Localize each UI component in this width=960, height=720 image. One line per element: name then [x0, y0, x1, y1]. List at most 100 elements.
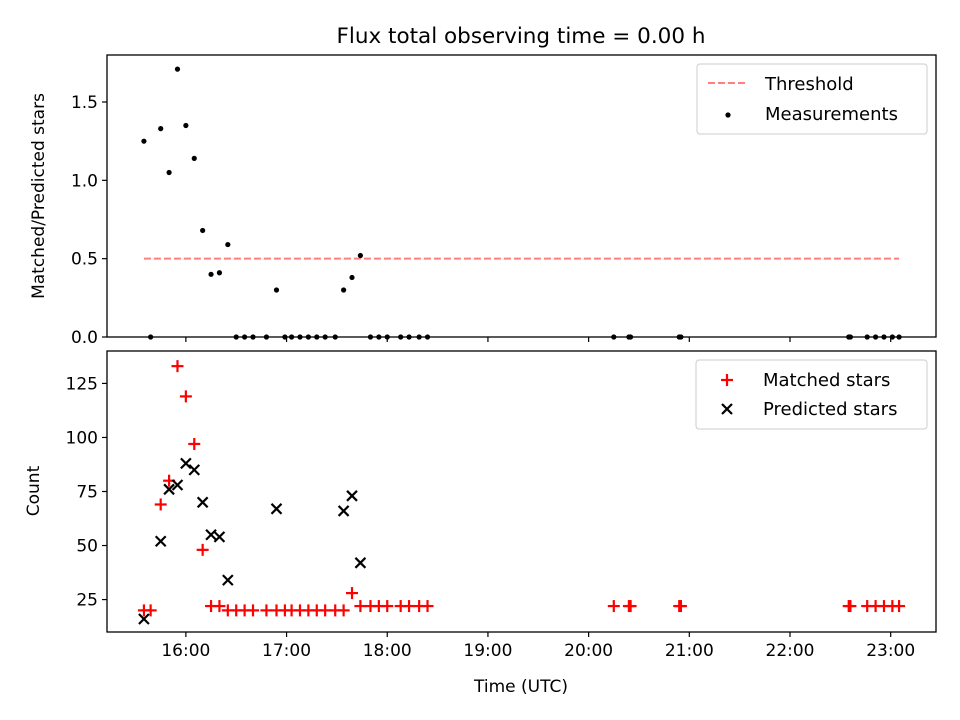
x-tick-label: 23:00 [866, 641, 915, 661]
count-x-ticks: 16:00 17:00 18:00 19:00 20:00 21:00 22:00 23:00 [161, 632, 915, 661]
predicted-star-point [270, 503, 283, 515]
legend-predicted-label: Predicted stars [763, 399, 897, 420]
matched-star-point [179, 390, 192, 403]
measurement-point [341, 287, 347, 293]
measurement-point [183, 122, 189, 129]
predicted-star-stroke-b [337, 505, 350, 517]
x-tick-label: 21:00 [665, 641, 714, 661]
measurement-point [191, 155, 197, 161]
count-subplot: 25 50 75 100 125 16:00 17:00 18:00 19:00 20:00 21… [24, 350, 937, 697]
ratio-y-axis-label: Matched/Predicted stars [29, 93, 49, 299]
matched-star-point [381, 600, 394, 613]
count-x-axis-label: Time (UTC) [473, 677, 568, 697]
x-tick-label: 19:00 [463, 641, 512, 661]
predicted-star-stroke-b [205, 528, 217, 541]
y-tick-label: 0.5 [71, 250, 98, 270]
matched-star-point [319, 604, 332, 617]
matched-star-point [171, 360, 184, 373]
legend-measurements-swatch [725, 112, 731, 118]
predicted-star-stroke-b [188, 464, 201, 476]
predicted-star-point [213, 531, 226, 543]
matched-star-point [144, 604, 157, 617]
matched-star-point [260, 604, 273, 617]
legend-predicted-swatch [721, 403, 733, 415]
predicted-star-stroke-b [270, 503, 283, 515]
matched-star-point [188, 437, 201, 450]
measurement-point [273, 287, 280, 293]
matched-star-point [337, 604, 350, 617]
ratio-subplot: 0.0 0.5 1.0 1.5 Matched/Predicted stars Thr… [29, 54, 937, 348]
y-tick-label: 100 [66, 428, 98, 448]
matched-star-point [624, 600, 637, 613]
predicted-star-point [154, 535, 167, 547]
matched-star-point [421, 600, 434, 613]
predicted-star-point [163, 483, 175, 496]
matched-star-point [154, 498, 167, 511]
predicted-star-stroke-b [354, 557, 367, 569]
ratio-y-ticks: 0.0 0.5 1.0 1.5 [71, 93, 107, 348]
matched-star-point [354, 600, 367, 613]
predicted-star-stroke-b [213, 531, 226, 543]
predicted-star-point [138, 613, 150, 625]
matched-star-point [403, 600, 416, 613]
measurement-point [216, 270, 223, 276]
x-tick-label: 17:00 [262, 641, 311, 661]
predicted-star-stroke-b [222, 574, 234, 586]
predicted-star-stroke-b [196, 496, 209, 509]
legend-matched-swatch [721, 374, 733, 386]
legend-measurements-label: Measurements [765, 104, 898, 125]
predicted-star-point [188, 464, 201, 476]
measurement-point [200, 227, 206, 234]
predicted-star-stroke-b [138, 613, 150, 625]
x-tick-label: 20:00 [564, 641, 613, 661]
predicted-star-stroke-b [346, 490, 358, 502]
measurement-point [349, 274, 355, 281]
predicted-star-point [171, 479, 184, 491]
matched-star-point [213, 600, 226, 613]
y-tick-label: 50 [76, 537, 98, 557]
measurement-point [141, 138, 147, 144]
matched-star-point [674, 600, 687, 613]
x-tick-label: 16:00 [161, 641, 210, 661]
ratio-axes-frame [106, 54, 937, 338]
y-tick-label: 0.0 [71, 328, 98, 348]
predicted-star-stroke-b [180, 457, 192, 470]
predicted-star-point [222, 574, 234, 586]
y-tick-label: 75 [76, 483, 98, 503]
ratio-legend-frame [696, 63, 928, 135]
predicted-star-point [196, 496, 209, 509]
y-tick-label: 1.5 [71, 93, 98, 113]
count-y-ticks: 25 50 75 100 125 [66, 374, 107, 611]
legend-threshold-label: Threshold [764, 74, 854, 95]
ratio-legend: Threshold Measurements [696, 63, 928, 135]
matched-star-point [844, 600, 857, 613]
measurement-point [357, 252, 363, 259]
predicted-star-point [180, 457, 192, 470]
measurement-point [174, 66, 181, 72]
x-tick-label: 18:00 [363, 641, 412, 661]
predicted-star-stroke-b [163, 483, 175, 496]
y-tick-label: 1.0 [71, 171, 98, 191]
y-tick-label: 25 [76, 591, 98, 611]
measurement-point [158, 126, 164, 132]
count-legend: Matched stars Predicted stars [695, 359, 928, 430]
x-tick-label: 22:00 [766, 641, 815, 661]
y-tick-label: 125 [66, 374, 98, 394]
measurement-point [166, 169, 172, 176]
measurement-point [225, 241, 231, 248]
matched-star-point [607, 600, 620, 613]
matched-star-point [246, 604, 259, 617]
predicted-star-point [205, 528, 217, 541]
matched-star-point [196, 543, 209, 556]
matched-star-point [346, 587, 359, 600]
count-plot-area [137, 360, 906, 625]
figure-title: Flux total observing time = 0.00 h [337, 24, 706, 49]
predicted-star-stroke-b [154, 535, 167, 547]
ratio-x-ticks [185, 337, 892, 342]
count-y-axis-label: Count [24, 465, 44, 516]
count-legend-frame [695, 359, 928, 430]
legend-matched-label: Matched stars [763, 370, 890, 391]
matched-star-point [893, 600, 906, 613]
predicted-star-point [346, 490, 358, 502]
